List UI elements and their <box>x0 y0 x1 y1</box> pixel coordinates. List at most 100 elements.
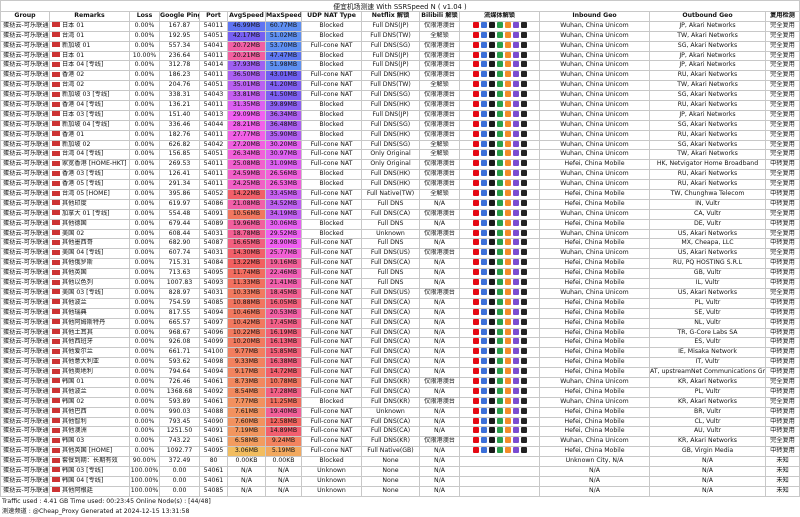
table-cell: 未知 <box>766 476 800 486</box>
service-icon <box>480 288 487 295</box>
flag-icon <box>52 388 60 394</box>
table-cell: 54011 <box>200 130 228 140</box>
table-cell: KR, Akari Networks <box>650 377 766 387</box>
table-cell: 18.45MB <box>266 288 302 298</box>
remarks-text: 新加坡 03 [专线] <box>62 91 110 99</box>
table-cell: 33.81MB <box>228 91 266 101</box>
table-cell: 完全复用 <box>766 209 800 219</box>
service-icon <box>520 269 527 276</box>
table-cell: N/A <box>228 466 266 476</box>
table-cell: Full DNS(CA) <box>362 209 420 219</box>
service-icon <box>520 417 527 424</box>
service-icon <box>472 447 479 454</box>
table-cell: 54087 <box>200 239 228 249</box>
table-row: 蛋挞云-可乐联通 其他俄罗斯 0.00% 715.31 54084 13.22MB 19.1… <box>0 259 800 270</box>
streaming-icons <box>460 91 540 101</box>
remarks-text: 韩国 01 <box>62 377 85 385</box>
table-cell: 中转复用 <box>766 387 800 397</box>
flag-icon <box>52 190 60 196</box>
table-cell: 中转复用 <box>766 358 800 368</box>
remarks-text: 韩国 04 [专线] <box>62 476 104 484</box>
table-cell: Wuhan, China Unicom <box>540 437 650 447</box>
table-cell: US, Akari Networks <box>650 249 766 259</box>
table-cell: N/A <box>420 466 460 476</box>
service-icon <box>504 387 511 394</box>
service-icon <box>488 417 495 424</box>
table-cell: 仅限港澳台 <box>420 397 460 407</box>
streaming-icons <box>460 51 540 61</box>
service-icon <box>472 31 479 38</box>
table-cell: 11.33MB <box>228 279 266 288</box>
flag-icon <box>52 200 60 206</box>
service-icon <box>472 110 479 117</box>
service-icon <box>504 397 511 404</box>
table-cell: IN, Vultr <box>650 199 766 209</box>
service-icon <box>512 348 519 355</box>
service-icon <box>472 279 479 286</box>
service-icon <box>488 180 495 187</box>
service-icon <box>472 397 479 404</box>
table-cell: 仅限港澳台 <box>420 110 460 120</box>
service-icon <box>488 229 495 236</box>
table-cell: Full-cone NAT <box>302 318 362 328</box>
table-cell: 25.08MB <box>228 160 266 170</box>
table-cell: 0.00% <box>130 348 160 358</box>
table-cell: 14.89MB <box>266 427 302 437</box>
remarks-cell: 其他墨西哥 <box>50 239 130 249</box>
table-cell: Wuhan, China Unicom <box>540 229 650 239</box>
service-icon <box>472 249 479 256</box>
service-icon <box>520 91 527 98</box>
service-icon <box>480 140 487 147</box>
table-cell: Full-cone NAT <box>302 298 362 308</box>
service-icon <box>496 259 503 266</box>
service-icon <box>512 180 519 187</box>
table-cell: RU, Akari Networks <box>650 170 766 180</box>
table-cell: 43.01MB <box>266 71 302 81</box>
streaming-icons <box>460 476 540 486</box>
table-cell: 蛋挞云-可乐联通 <box>0 209 50 219</box>
streaming-icons <box>460 190 540 199</box>
table-cell: N/A <box>540 486 650 496</box>
table-cell: 蛋挞云-可乐联通 <box>0 279 50 288</box>
service-icon <box>488 21 495 28</box>
service-icon <box>488 387 495 394</box>
flag-icon <box>52 348 60 354</box>
table-cell: 蛋挞云-可乐联通 <box>0 61 50 71</box>
table-cell: N/A <box>420 447 460 457</box>
service-icon <box>496 348 503 355</box>
table-cell: Hefei, China Mobile <box>540 427 650 437</box>
service-icon <box>504 120 511 127</box>
flag-icon <box>52 150 60 156</box>
table-cell: 1007.83 <box>160 279 200 288</box>
service-icon <box>488 160 495 167</box>
table-cell: 10.88MB <box>228 298 266 308</box>
service-icon <box>496 447 503 454</box>
service-icon <box>496 387 503 394</box>
column-header: Remarks <box>50 12 130 21</box>
service-icon <box>488 209 495 216</box>
remarks-text: 日本 01 <box>62 21 85 29</box>
table-cell: 54084 <box>200 259 228 269</box>
remarks-cell: 其他印度 <box>50 199 130 209</box>
service-icon <box>520 219 527 226</box>
table-cell: Full-cone NAT <box>302 328 362 338</box>
remarks-cell: 韩国 02 <box>50 397 130 407</box>
table-cell: Full-cone NAT <box>302 288 362 298</box>
table-cell: 41.50MB <box>266 91 302 101</box>
table-cell: 完全复用 <box>766 150 800 160</box>
table-row: 蛋挞云-可乐联通 其他爱尔兰 0.00% 661.71 54100 9.77MB 15.85… <box>0 348 800 359</box>
remarks-cell: 其他意大利亚 <box>50 358 130 368</box>
service-icon <box>480 160 487 167</box>
service-icon <box>472 21 479 28</box>
table-cell: 54011 <box>200 170 228 180</box>
table-cell: 17.28MB <box>266 387 302 397</box>
streaming-icons <box>460 437 540 447</box>
remarks-cell: 美国 04 [专线] <box>50 249 130 259</box>
service-icon <box>504 298 511 305</box>
service-icon <box>496 417 503 424</box>
service-icon <box>488 397 495 404</box>
table-cell: 336.46 <box>160 120 200 130</box>
table-cell: 仅限港澳台 <box>420 180 460 190</box>
service-icon <box>496 377 503 384</box>
table-cell: 仅限港澳台 <box>420 130 460 140</box>
